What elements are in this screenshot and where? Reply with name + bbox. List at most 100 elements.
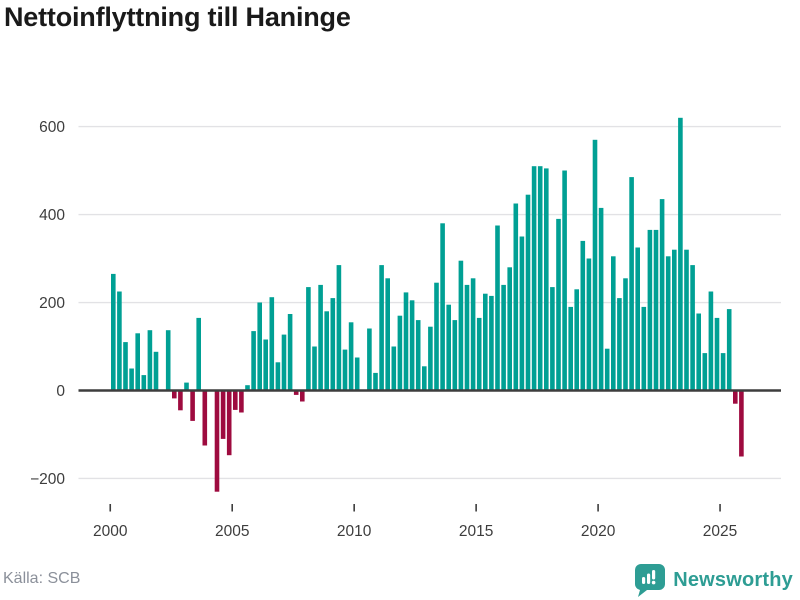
bar-quarter-97 — [702, 353, 708, 391]
bar-quarter-6 — [147, 330, 153, 391]
bar-quarter-18 — [220, 390, 226, 439]
bar-quarter-30 — [293, 390, 299, 395]
bar-quarter-99 — [714, 317, 720, 391]
bar-quarter-80 — [598, 207, 604, 391]
bar-quarter-58 — [464, 284, 470, 391]
bar-quarter-47 — [397, 315, 403, 391]
bar-quarter-39 — [348, 322, 354, 391]
newsworthy-logo[interactable]: Newsworthy — [634, 562, 793, 598]
bar-quarter-46 — [391, 346, 397, 391]
bar-quarter-23 — [251, 331, 256, 391]
bar-quarter-29 — [287, 314, 293, 391]
bar-quarter-66 — [513, 203, 519, 391]
bar-quarter-96 — [696, 313, 701, 391]
bar-quarter-35 — [324, 311, 329, 391]
bar-quarter-12 — [184, 382, 189, 391]
bar-quarter-17 — [214, 390, 220, 492]
bar-quarter-25 — [263, 339, 268, 391]
bar-quarter-1 — [117, 291, 122, 391]
bar-quarter-89 — [653, 229, 659, 391]
bar-quarter-84 — [623, 278, 628, 391]
bar-quarter-37 — [336, 265, 342, 391]
bar-quarter-13 — [190, 390, 195, 421]
svg-text:200: 200 — [39, 295, 65, 312]
bar-quarter-32 — [306, 287, 311, 391]
bar-quarter-0 — [111, 273, 116, 391]
bar-quarter-48 — [403, 292, 409, 391]
bar-quarter-83 — [617, 298, 622, 391]
bar-quarter-21 — [239, 390, 244, 413]
bar-quarter-70 — [537, 166, 543, 391]
svg-text:2010: 2010 — [337, 523, 372, 540]
bar-quarter-45 — [385, 278, 390, 391]
bar-quarter-61 — [483, 293, 488, 391]
bar-quarter-67 — [519, 236, 525, 391]
bar-quarter-52 — [428, 326, 433, 391]
bar-quarter-91 — [665, 256, 671, 391]
svg-text:2000: 2000 — [93, 523, 128, 540]
bar-quarter-4 — [135, 333, 140, 391]
bar-quarter-2 — [123, 342, 128, 391]
bar-quarter-33 — [312, 346, 317, 391]
newsworthy-logo-text: Newsworthy — [673, 568, 793, 591]
bar-quarter-74 — [562, 170, 567, 391]
bar-quarter-75 — [568, 306, 573, 391]
bar-quarter-44 — [379, 265, 384, 391]
bar-quarter-42 — [367, 328, 372, 391]
bar-quarter-71 — [544, 168, 549, 391]
bar-quarter-40 — [354, 357, 360, 391]
bar-quarter-20 — [233, 390, 238, 410]
bar-quarter-87 — [641, 306, 647, 391]
bar-quarter-26 — [269, 297, 275, 391]
bar-quarter-95 — [690, 265, 695, 391]
bar-quarter-65 — [507, 267, 512, 391]
bar-quarter-38 — [342, 349, 348, 391]
bar-quarter-59 — [470, 278, 476, 391]
svg-text:0: 0 — [56, 383, 65, 400]
bar-quarter-90 — [659, 199, 665, 391]
bar-quarter-82 — [611, 256, 616, 391]
bar-quarter-7 — [153, 351, 159, 391]
bar-quarter-85 — [629, 177, 634, 391]
bar-quarter-15 — [202, 390, 208, 446]
bar-quarter-77 — [580, 240, 586, 391]
bar-quarter-36 — [330, 298, 336, 391]
bar-quarter-64 — [501, 284, 506, 391]
svg-text:2005: 2005 — [215, 523, 249, 540]
bar-quarter-34 — [318, 284, 323, 391]
bar-quarter-51 — [422, 366, 427, 391]
bar-quarter-102 — [733, 390, 738, 404]
svg-text:2025: 2025 — [703, 523, 737, 540]
bar-quarter-101 — [726, 309, 732, 391]
bar-quarter-92 — [672, 249, 677, 391]
bar-quarter-5 — [141, 375, 147, 391]
bar-quarter-10 — [172, 390, 177, 399]
bar-quarter-19 — [226, 390, 232, 456]
svg-text:600: 600 — [39, 119, 65, 136]
bar-quarter-3 — [129, 368, 134, 391]
bar-quarter-63 — [495, 225, 500, 391]
bar-quarter-27 — [275, 362, 281, 391]
svg-text:2020: 2020 — [581, 523, 616, 540]
bar-quarter-100 — [720, 353, 726, 391]
page-title: Nettoinflyttning till Haninge — [4, 2, 351, 32]
bar-quarter-94 — [684, 249, 689, 391]
bar-quarter-60 — [476, 317, 482, 391]
bar-quarter-76 — [574, 289, 579, 391]
bar-chart-speech-bubble-icon — [635, 564, 666, 597]
bar-quarter-98 — [708, 291, 714, 391]
bar-quarter-9 — [165, 330, 171, 391]
bar-quarter-53 — [434, 282, 439, 391]
source-label: Källa: SCB — [3, 570, 81, 587]
bar-quarter-54 — [440, 223, 445, 391]
bar-quarter-43 — [373, 372, 378, 391]
bar-quarter-73 — [556, 218, 561, 391]
bar-quarter-22 — [245, 385, 250, 391]
bar-quarter-28 — [281, 334, 287, 391]
bar-quarter-86 — [635, 247, 640, 391]
bar-quarter-49 — [409, 300, 415, 391]
svg-text:−200: −200 — [30, 471, 65, 488]
bar-quarter-68 — [525, 194, 531, 391]
bar-quarter-56 — [452, 320, 458, 391]
